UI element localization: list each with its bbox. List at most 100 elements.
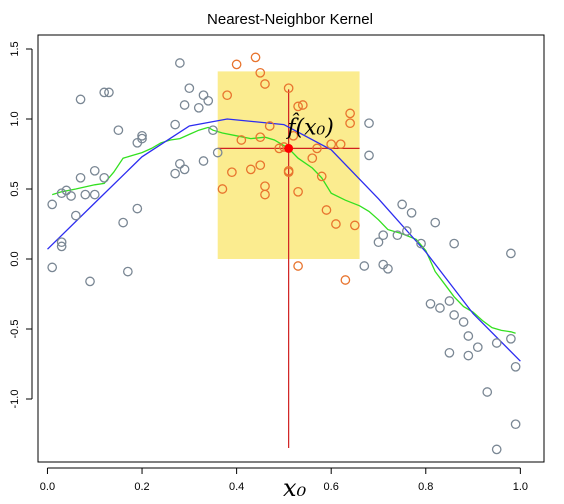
data-point: [383, 263, 393, 274]
x-axis: 0.0 0.2 0.4 0.6 0.8 1.0: [40, 467, 528, 493]
data-point: [99, 87, 110, 98]
neighbor-point: [245, 164, 256, 175]
neighbor-point: [231, 59, 242, 70]
data-point: [463, 350, 474, 361]
neighbor-point: [307, 153, 318, 164]
x-tick-label: 0.4: [229, 481, 244, 493]
data-point: [402, 226, 412, 236]
x-tick-label: 1.0: [513, 481, 528, 493]
data-point: [444, 296, 455, 306]
data-point: [175, 158, 185, 169]
neighbor-point: [222, 90, 233, 101]
data-point: [472, 342, 483, 353]
data-point: [203, 95, 214, 106]
data-point: [425, 298, 436, 309]
chart-title: Nearest-Neighbor Kernel: [207, 11, 373, 28]
neighbor-point: [283, 167, 294, 178]
y-tick-label: -0.5: [9, 320, 21, 339]
neighbor-point: [316, 171, 327, 182]
data-point: [510, 419, 521, 430]
neighbor-point: [217, 184, 228, 194]
neighbor-point: [293, 261, 303, 271]
data-point: [482, 387, 493, 397]
neighbor-point: [326, 139, 337, 150]
neighbor-point: [349, 220, 360, 231]
true-function-curve: [47, 118, 521, 362]
data-point: [449, 310, 459, 320]
data-point: [373, 237, 384, 248]
data-point: [458, 317, 469, 327]
data-point: [179, 100, 190, 110]
target-point: [284, 143, 294, 153]
data-point: [47, 262, 58, 273]
y-tick-label: 0.5: [9, 181, 21, 196]
x0-axis-label: x₀: [283, 474, 307, 502]
data-point: [198, 90, 209, 101]
y-tick-label: 1.5: [9, 41, 21, 56]
target-layer: [284, 143, 294, 153]
neighbor-point: [297, 100, 308, 110]
neighbor-point: [335, 139, 346, 150]
data-point: [449, 238, 459, 249]
data-point: [56, 237, 67, 248]
data-point: [56, 188, 67, 199]
data-point: [61, 185, 72, 196]
x-tick-label: 0.8: [418, 481, 433, 493]
data-point: [118, 217, 128, 228]
data-point: [179, 164, 190, 175]
data-point: [430, 217, 441, 228]
neighbor-point: [260, 189, 270, 200]
neighbor-point: [260, 79, 270, 89]
data-point: [104, 87, 114, 98]
neighbor-point: [283, 83, 294, 94]
data-point: [113, 125, 124, 136]
data-point: [510, 361, 521, 372]
data-point: [444, 347, 455, 358]
data-point: [70, 210, 81, 221]
y-tick-label: 0.0: [9, 251, 21, 266]
neighbor-point: [250, 52, 261, 63]
neighbor-point: [255, 132, 266, 143]
data-point: [463, 331, 474, 341]
data-point: [491, 338, 502, 348]
neighbor-point: [345, 108, 355, 119]
data-point: [364, 118, 374, 129]
neighbor-point: [293, 101, 303, 112]
data-point: [85, 276, 95, 287]
neighbor-point: [236, 135, 247, 145]
data-point: [132, 203, 143, 214]
x-tick-label: 0.0: [40, 481, 55, 493]
points-layer: [47, 52, 521, 455]
neighbor-point: [331, 219, 341, 229]
data-point: [175, 58, 185, 68]
neighbor-point: [321, 205, 332, 215]
neighbor-point: [288, 130, 299, 141]
data-point: [435, 303, 445, 313]
data-point: [208, 125, 218, 136]
plot-frame: [37, 34, 545, 463]
data-point: [123, 266, 133, 277]
neighbor-point: [227, 167, 237, 178]
neighbor-point: [274, 143, 285, 154]
neighbor-point: [312, 143, 322, 154]
data-point: [491, 444, 502, 455]
data-point: [56, 241, 67, 252]
data-point: [364, 150, 374, 161]
y-axis: -1.0 -0.5 0.0 0.5 1.0 1.5: [9, 41, 33, 408]
data-point: [359, 261, 370, 271]
neighbor-point: [340, 275, 351, 285]
data-point: [193, 102, 204, 113]
data-point: [212, 147, 223, 158]
data-point: [99, 172, 110, 183]
data-point: [47, 199, 58, 210]
data-point: [75, 172, 86, 183]
data-point: [170, 119, 180, 130]
data-point: [137, 130, 147, 141]
data-point: [378, 230, 389, 241]
neighbor-point: [345, 118, 355, 129]
data-point: [184, 83, 195, 94]
x-tick-label: 0.2: [134, 481, 149, 493]
data-point: [506, 333, 516, 344]
x-tick-label: 0.6: [324, 481, 339, 493]
